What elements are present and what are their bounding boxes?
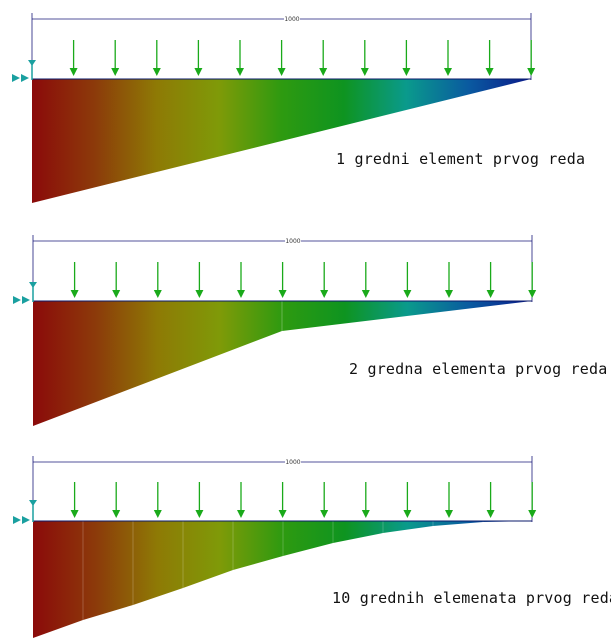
load-arrow [402,40,411,76]
load-arrow [486,262,495,298]
load-arrow [527,40,536,76]
element-boundaries [82,521,484,620]
dimension-label: 1000 [285,459,300,466]
distributed-load-arrows [70,262,537,298]
load-arrow [445,262,453,298]
load-arrow [360,40,369,76]
caption-panel-1: 1 gredni element prvog reda [336,150,586,168]
distributed-load-arrows [69,40,536,76]
dimension-label: 1000 [284,16,299,23]
panel-2: 1000 [13,235,537,426]
load-arrow [237,262,245,298]
load-arrow [153,262,162,298]
load-arrow [278,262,287,298]
load-arrow [403,262,412,298]
load-arrow [277,40,286,76]
support-icon [13,282,37,304]
caption-panel-2: 2 gredna elementa prvog reda [349,360,608,378]
load-arrow [444,40,452,76]
load-arrow [112,482,121,518]
load-arrow [70,262,79,298]
support-icon [12,60,36,82]
load-arrow [361,482,370,518]
load-arrow [237,482,245,518]
load-arrow [236,40,244,76]
load-arrow [445,482,453,518]
panel-1: 1000 [12,13,536,203]
load-arrow [485,40,494,76]
load-arrow [111,40,120,76]
load-arrow [278,482,287,518]
load-arrow [486,482,495,518]
moment-diagram-fill [33,301,532,426]
load-arrow [319,40,328,76]
moment-diagram-fill [33,521,532,638]
distributed-load-arrows [70,482,537,518]
load-arrow [528,262,537,298]
load-arrow [320,482,329,518]
load-arrow [194,40,203,76]
load-arrow [70,482,79,518]
load-arrow [528,482,537,518]
support-icon [13,500,37,524]
load-arrow [152,40,161,76]
panel-3: 1000 [13,456,537,638]
moment-diagram-fill [32,79,531,203]
load-arrow [195,262,204,298]
caption-panel-3: 10 grednih elemenata prvog reda [332,589,611,607]
load-arrow [153,482,162,518]
load-arrow [195,482,204,518]
load-arrow [320,262,329,298]
load-arrow [403,482,412,518]
load-arrow [69,40,78,76]
load-arrow [361,262,370,298]
dimension-label: 1000 [285,238,300,245]
load-arrow [112,262,121,298]
